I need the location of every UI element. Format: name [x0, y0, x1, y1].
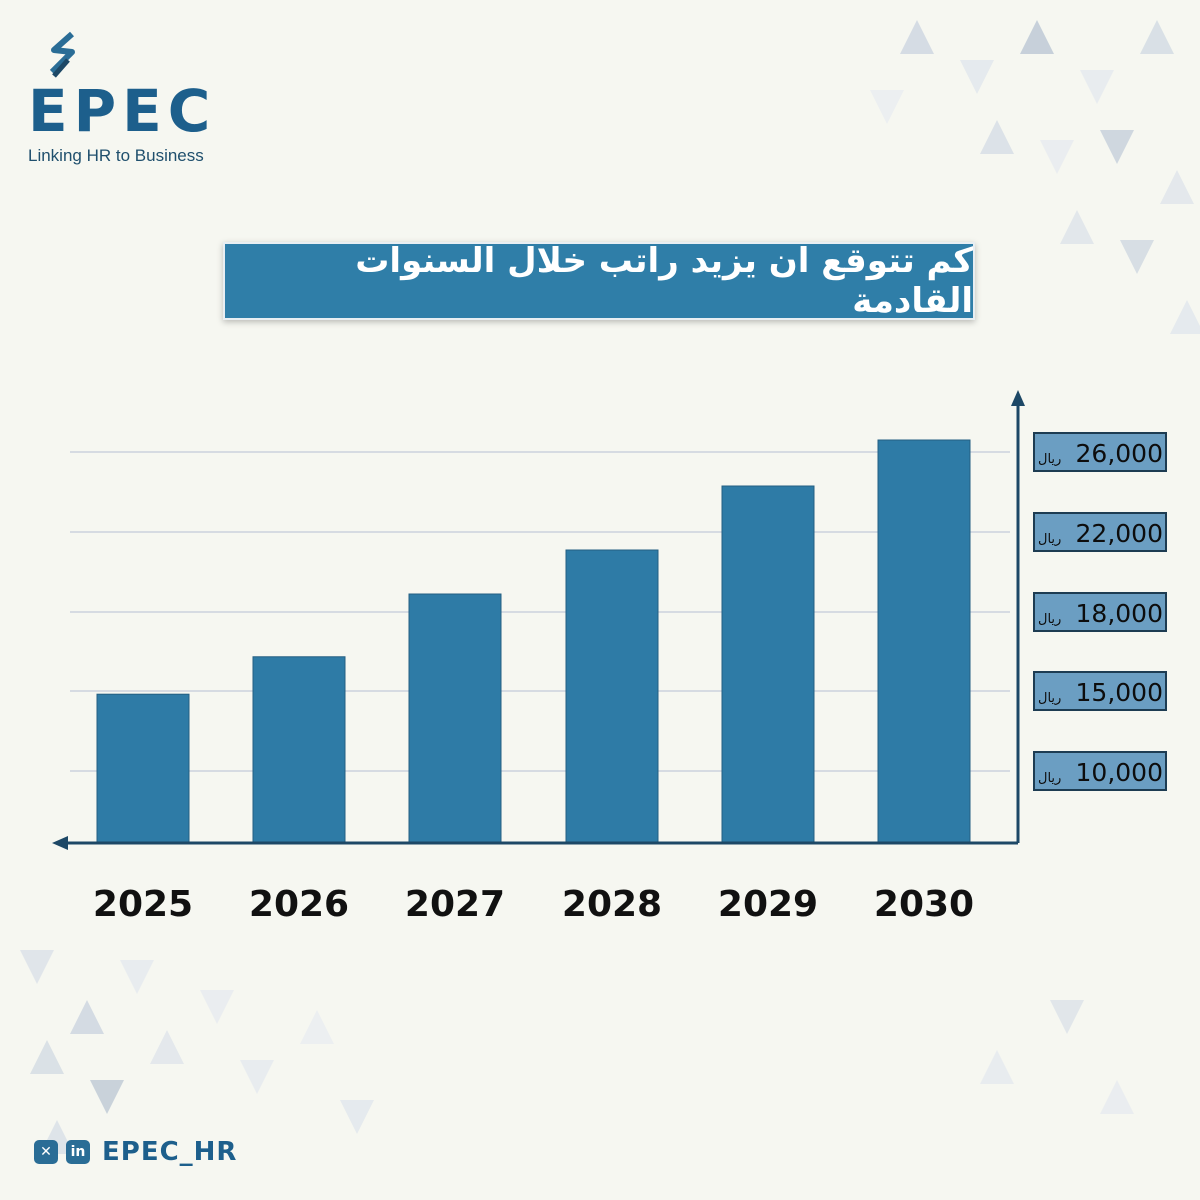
linkedin-icon[interactable]: in	[66, 1140, 90, 1164]
bar-2026	[252, 656, 346, 844]
y-tick-currency: ريال	[1038, 612, 1061, 627]
bg-triangle	[1050, 1000, 1084, 1034]
bar-2028	[565, 549, 659, 844]
bg-triangle	[1080, 70, 1114, 104]
logo: EPEC Linking HR to Business	[28, 30, 217, 166]
y-tick-box	[1033, 671, 1167, 711]
bg-triangle	[900, 20, 934, 54]
bg-triangle	[300, 1010, 334, 1044]
bg-triangle	[150, 1030, 184, 1064]
y-tick-currency: ريال	[1038, 452, 1061, 467]
y-tick-label: 10,000	[1076, 758, 1163, 787]
x-tick-label: 2030	[874, 884, 974, 925]
bg-triangle	[980, 1050, 1014, 1084]
x-tick-label: 2028	[562, 884, 662, 925]
bg-triangle	[1060, 210, 1094, 244]
x-tick-label: 2026	[249, 884, 349, 925]
bg-triangle	[1020, 20, 1054, 54]
bg-triangle	[1140, 20, 1174, 54]
bg-triangle	[1170, 300, 1200, 334]
x-tick-label: 2027	[405, 884, 505, 925]
x-tick-label: 2025	[93, 884, 193, 925]
bg-triangle	[240, 1060, 274, 1094]
y-tick-box	[1033, 592, 1167, 632]
epec-logo-mark	[49, 31, 75, 78]
bg-triangle	[1100, 130, 1134, 164]
y-tick-box	[1033, 751, 1167, 791]
y-tick-label: 15,000	[1076, 678, 1163, 707]
bg-triangle	[120, 960, 154, 994]
brand-name: EPEC	[28, 77, 217, 145]
bg-triangle	[90, 1080, 124, 1114]
brand-tagline: Linking HR to Business	[28, 146, 204, 165]
footer: ✕ in EPEC_HR	[34, 1137, 237, 1167]
bg-triangle	[960, 60, 994, 94]
bar-2025	[96, 693, 190, 844]
bg-triangle	[30, 1040, 64, 1074]
y-tick-currency: ريال	[1038, 532, 1061, 547]
bg-triangle	[1100, 1080, 1134, 1114]
y-axis-arrow	[1011, 390, 1025, 406]
bg-triangle	[70, 1000, 104, 1034]
y-tick-box	[1033, 432, 1167, 472]
y-tick-currency: ريال	[1038, 771, 1061, 786]
y-tick-currency: ريال	[1038, 691, 1061, 706]
bar-2027	[408, 593, 502, 844]
chart-title: كم تتوقع ان يزيد راتب خلال السنوات القاد…	[223, 241, 975, 321]
bg-triangle	[1160, 170, 1194, 204]
y-tick-label: 22,000	[1076, 519, 1163, 548]
bg-triangle	[1120, 240, 1154, 274]
x-tick-label: 2029	[718, 884, 818, 925]
bg-triangle	[200, 990, 234, 1024]
social-handle[interactable]: EPEC_HR	[102, 1137, 238, 1167]
y-tick-label: 26,000	[1076, 439, 1163, 468]
bg-triangle	[340, 1100, 374, 1134]
x-axis-arrow	[52, 836, 68, 850]
bg-triangle	[870, 90, 904, 124]
bg-triangle	[980, 120, 1014, 154]
y-tick-box	[1033, 512, 1167, 552]
y-tick-label: 18,000	[1076, 599, 1163, 628]
bg-triangle	[20, 950, 54, 984]
bar-2029	[721, 485, 815, 844]
x-icon[interactable]: ✕	[34, 1140, 58, 1164]
bar-2030	[877, 439, 971, 844]
bg-triangle	[1040, 140, 1074, 174]
